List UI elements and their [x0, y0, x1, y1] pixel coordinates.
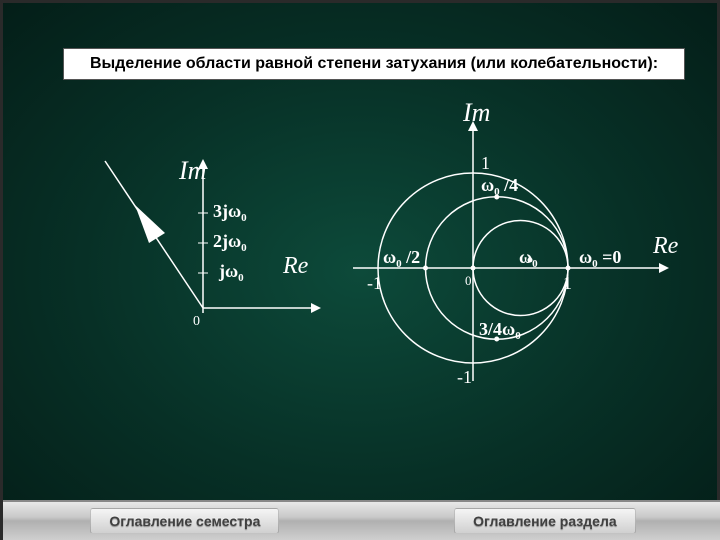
tick-3jw0: 3jω0 — [213, 201, 247, 224]
right-origin: 0 — [465, 273, 472, 288]
left-re-label: Re — [282, 253, 309, 279]
lbl-34w0: 3/4ω0 — [479, 319, 521, 342]
right-im-label: Im — [462, 98, 490, 127]
lbl-w2: ω0 /2 — [383, 247, 420, 270]
btn-semester-toc[interactable]: Оглавление семестра — [90, 508, 279, 534]
tick-jw0: jω0 — [218, 261, 244, 284]
lbl-w0eq0: ω0 =0 — [579, 247, 621, 270]
lbl-w0: ω0 — [519, 247, 538, 270]
right-diagram: Im Re -1 1 1 -1 0 ω0 /4 ω0 /2 — [333, 113, 693, 403]
tick-2jw0: 2jω0 — [213, 231, 247, 254]
right-re-label: Re — [652, 233, 679, 259]
bottom-bar: Оглавление семестра Оглавление раздела — [3, 500, 720, 540]
left-origin: 0 — [193, 314, 200, 329]
yneg1: -1 — [457, 367, 472, 387]
left-im-label: Im — [178, 156, 206, 185]
lbl-w4: ω0 /4 — [481, 175, 518, 198]
btn-section-toc[interactable]: Оглавление раздела — [454, 508, 636, 534]
left-diagram: Im Re 0 3jω0 2jω0 jω0 — [93, 153, 323, 333]
slide-title: Выделение области равной степени затухан… — [63, 48, 685, 80]
ypos1: 1 — [481, 153, 490, 173]
